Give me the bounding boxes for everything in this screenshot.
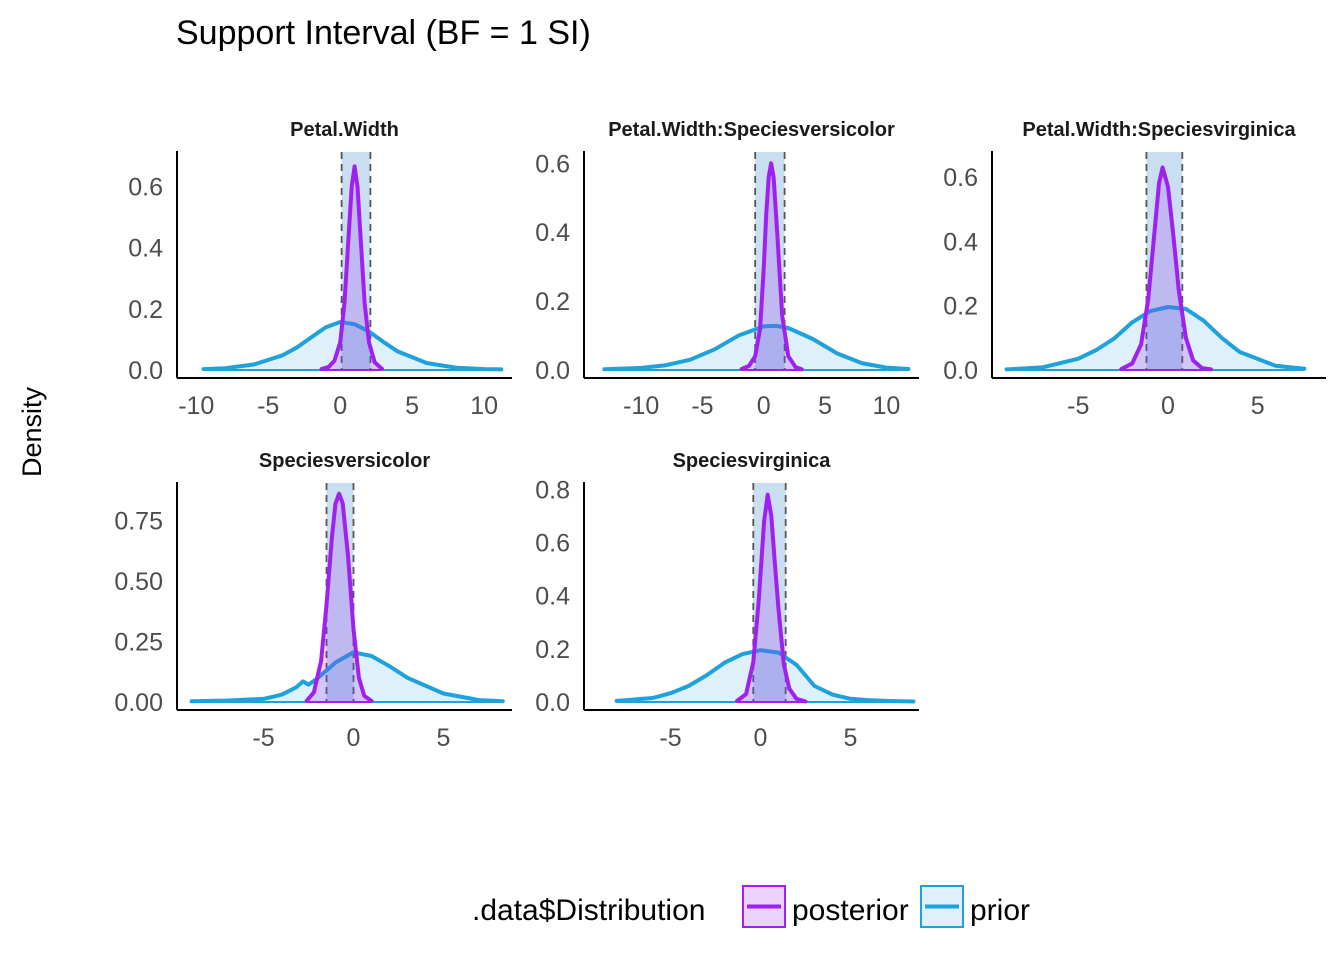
y-tick-label: 0.2 [535, 288, 570, 316]
x-tick-label: -5 [659, 724, 681, 752]
y-tick-label: 0.0 [128, 357, 163, 385]
y-tick-label: 0.4 [128, 235, 163, 263]
y-tick-label: 0.75 [114, 507, 163, 535]
x-tick-label: 10 [470, 392, 498, 420]
x-tick-label: 0 [754, 724, 768, 752]
prior-density-line [602, 323, 911, 372]
posterior-density-line [735, 492, 808, 704]
x-tick-label: 5 [1251, 392, 1265, 420]
x-tick-label: 10 [872, 392, 900, 420]
prior-density-line [614, 648, 916, 704]
panel-petal-width-speciesvirginica: Petal.Width:Speciesvirginica 0.0 0.2 0.4 0.6… [943, 119, 1326, 420]
prior-area [1006, 307, 1305, 370]
legend-label-posterior: posterior [792, 894, 909, 927]
y-tick-label: 0.50 [114, 568, 163, 596]
x-tick-label: 5 [818, 392, 832, 420]
x-tick-label: 0 [333, 392, 347, 420]
x-tick-label: 5 [405, 392, 419, 420]
x-tick-label: -5 [252, 724, 274, 752]
x-tick-label: -5 [1067, 392, 1089, 420]
y-tick-label: 0.4 [535, 583, 570, 611]
prior-density-line [201, 320, 504, 372]
y-tick-label: 0.8 [535, 476, 570, 504]
x-tick-label: 0 [347, 724, 361, 752]
chart-title: Support Interval (BF = 1 SI) [176, 14, 591, 52]
posterior-area [741, 163, 802, 370]
y-tick-label: 0.0 [943, 357, 978, 385]
legend-label-prior: prior [970, 894, 1030, 927]
x-tick-label: -5 [257, 392, 279, 420]
y-tick-label: 0.4 [943, 228, 978, 256]
posterior-density-line [319, 164, 384, 372]
y-tick-label: 0.4 [535, 219, 570, 247]
panel-title-speciesvirginica: Speciesvirginica [673, 450, 832, 472]
y-tick-label: 0.6 [128, 174, 163, 202]
panel-title-speciesversicolor: Speciesversicolor [259, 450, 430, 472]
legend-item-posterior: posterior [742, 885, 909, 928]
x-tick-label: 5 [436, 724, 450, 752]
y-tick-label: 0.6 [535, 150, 570, 178]
panel-speciesversicolor: Speciesversicolor 0.00 0.25 0.50 0.75 -5 0 5 [114, 450, 512, 752]
legend-title: .data$Distribution [472, 894, 705, 927]
prior-density-line [1004, 305, 1307, 372]
prior-area [191, 652, 503, 702]
panel-title-petal-width-speciesvirginica: Petal.Width:Speciesvirginica [1022, 119, 1296, 141]
prior-area [616, 650, 914, 702]
legend-item-prior: prior [920, 885, 1030, 928]
legend-keys: posterior prior [742, 885, 1030, 928]
y-tick-label: 0.6 [943, 164, 978, 192]
x-tick-label: -10 [623, 392, 659, 420]
x-tick-label: -5 [691, 392, 713, 420]
posterior-density-line [304, 491, 374, 703]
x-tick-label: 5 [843, 724, 857, 752]
panel-speciesvirginica: Speciesvirginica 0.0 0.2 0.4 0.6 0.8 -5 0 5 [535, 450, 919, 752]
legend: .data$Distribution posterior prior [472, 885, 1030, 928]
panel-petal-width-speciesversicolor: Petal.Width:Speciesversicolor 0.0 0.2 0.4 0.… [535, 119, 919, 420]
y-tick-label: 0.00 [114, 689, 163, 717]
y-tick-label: 0.2 [128, 296, 163, 324]
y-axis-label: Density [17, 386, 47, 477]
prior-density-line [189, 650, 505, 704]
y-tick-label: 0.2 [535, 636, 570, 664]
y-tick-label: 0.2 [943, 293, 978, 321]
panel-petal-width: Petal.Width 0.0 0.2 0.4 0.6 -10 -5 0 5 10 [128, 119, 512, 420]
panel-title-petal-width-speciesversicolor: Petal.Width:Speciesversicolor [608, 119, 895, 141]
y-tick-label: 0.0 [535, 357, 570, 385]
panel-title-petal-width: Petal.Width [290, 119, 399, 141]
posterior-area [1121, 167, 1211, 370]
x-tick-label: 0 [757, 392, 771, 420]
y-tick-label: 0.0 [535, 689, 570, 717]
posterior-density-line [739, 161, 804, 372]
y-tick-label: 0.25 [114, 628, 163, 656]
posterior-density-line [1119, 165, 1213, 372]
x-tick-label: 0 [1161, 392, 1175, 420]
y-tick-label: 0.6 [535, 529, 570, 557]
posterior-area [321, 166, 382, 370]
posterior-area [737, 494, 806, 702]
x-tick-label: -10 [178, 392, 214, 420]
